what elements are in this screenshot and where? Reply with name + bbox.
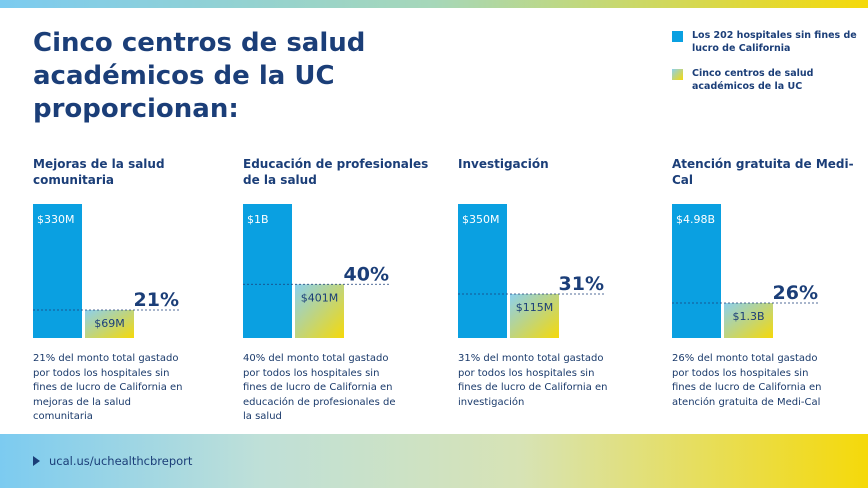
panel-title: Atención gratuita de Medi-Cal [672,157,854,187]
bar-label-all-hospitals: $350M [462,213,500,226]
bar-uc-centers [724,303,773,338]
panel-description: 40% del monto total gastado por todos lo… [243,353,396,422]
panel-title: Mejoras de la salud comunitaria [33,157,165,187]
bar-all-hospitals [458,204,507,338]
bar-label-uc-centers: $69M [94,317,125,330]
panel-description: 21% del monto total gastado por todos lo… [33,353,183,422]
bar-all-hospitals [33,204,82,338]
panel-description: 31% del monto total gastado por todos lo… [458,353,608,408]
page-title: Cinco centros de salud académicos de la … [33,28,366,124]
bar-all-hospitals [672,204,721,338]
share-percent-label: 31% [559,273,604,295]
bar-uc-centers [85,309,134,338]
legend: Los 202 hospitales sin fines de lucro de… [672,29,862,105]
bar-label-all-hospitals: $1B [247,213,269,226]
footer-url[interactable]: ucal.us/uchealthcbreport [49,454,193,468]
legend-swatch-gradient [672,69,683,80]
share-percent-label: 26% [773,282,818,304]
legend-label-uc-centers: Cinco centros de salud académicos de la … [692,68,814,92]
bar-all-hospitals [243,204,292,338]
legend-label-all-hospitals: Los 202 hospitales sin fines de lucro de… [692,30,857,54]
legend-swatch-blue [672,31,683,42]
panel-title: Educación de profesionales de la salud [243,157,429,187]
panel-title: Investigación [458,157,549,171]
footer-link[interactable]: ucal.us/uchealthcbreport [33,454,192,468]
legend-item-uc-centers: Cinco centros de salud académicos de la … [672,67,862,93]
bar-uc-centers [295,284,344,338]
bar-label-uc-centers: $401M [301,291,339,304]
bar-uc-centers [510,293,559,338]
footer: ucal.us/uchealthcbreport [0,434,868,488]
bar-label-all-hospitals: $4.98B [676,213,715,226]
legend-item-all-hospitals: Los 202 hospitales sin fines de lucro de… [672,29,862,55]
bar-label-uc-centers: $1.3B [732,310,764,323]
top-gradient-band [0,0,868,8]
panel-description: 26% del monto total gastado por todos lo… [672,353,822,408]
share-percent-label: 40% [344,263,389,285]
bar-chart: $330M $69M 21% $1B $401M 40% $350M $115M 31% $4.9… [33,204,820,338]
share-percent-label: 21% [134,289,179,311]
play-arrow-icon [33,456,40,466]
bar-label-all-hospitals: $330M [37,213,75,226]
bar-label-uc-centers: $115M [516,301,554,314]
